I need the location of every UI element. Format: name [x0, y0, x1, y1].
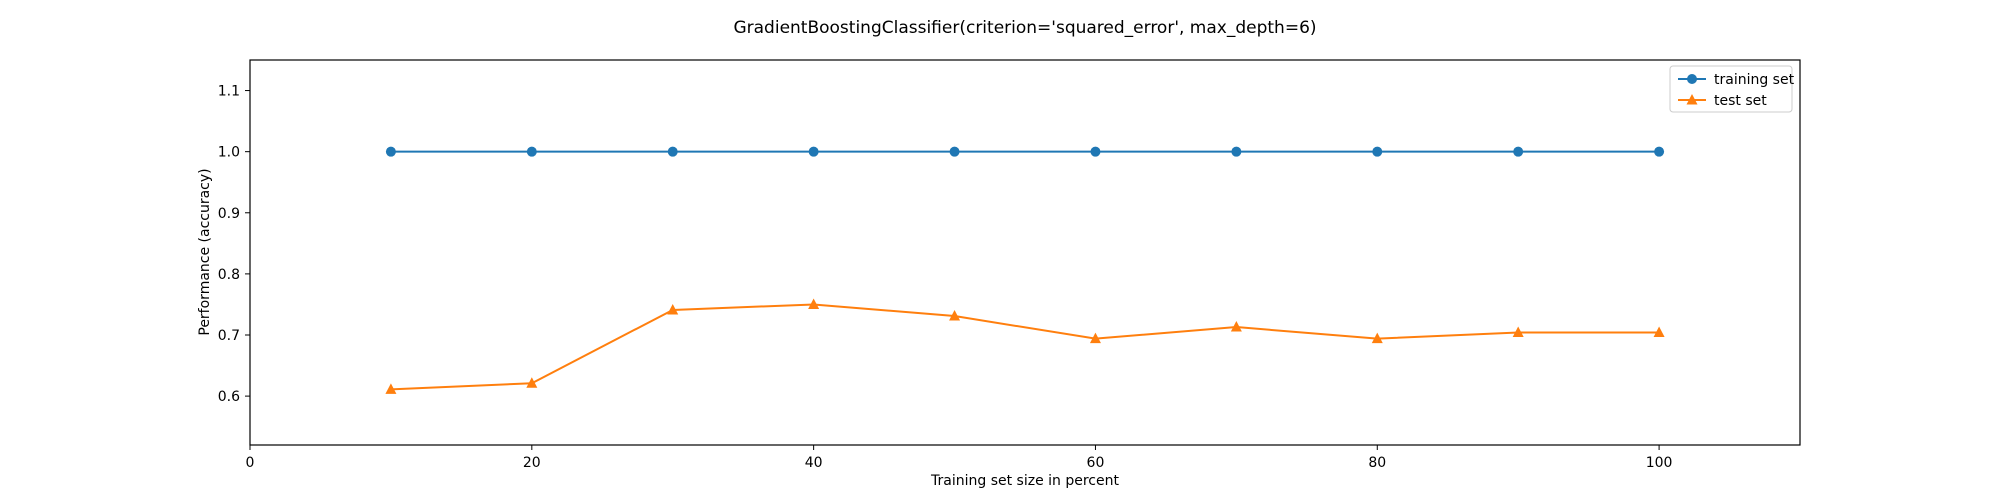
data-point [808, 146, 819, 157]
x-tick-label: 60 [1087, 455, 1105, 471]
legend-marker [1686, 94, 1698, 105]
data-point [1653, 326, 1665, 338]
series-test-set [385, 298, 1665, 394]
data-point [1089, 332, 1101, 344]
x-tick-label: 100 [1646, 455, 1673, 471]
legend-item: training set [1678, 72, 1795, 88]
legend: training set test set [1669, 65, 1795, 113]
y-tick-label: 0.6 [218, 389, 240, 405]
x-tick-label: 0 [246, 455, 255, 471]
y-tick-label: 0.7 [218, 328, 240, 344]
data-point [949, 146, 960, 157]
y-axis-ticks: 0.6 0.7 0.8 0.9 1.0 1.1 [218, 84, 250, 405]
y-tick-label: 0.8 [218, 267, 240, 283]
y-axis-label: Performance (accuracy) [197, 168, 213, 335]
series-training-set [385, 146, 1665, 157]
legend-marker [1687, 74, 1697, 84]
data-point [1372, 146, 1383, 157]
series-layer [385, 146, 1665, 394]
data-point [808, 298, 820, 309]
data-point [385, 146, 396, 157]
y-tick-label: 1.0 [218, 145, 240, 161]
x-tick-label: 20 [523, 455, 541, 471]
data-point [1231, 146, 1242, 157]
data-point [1512, 326, 1524, 338]
data-point [667, 303, 679, 315]
data-point [667, 146, 678, 157]
data-point [526, 377, 538, 388]
plot-area [249, 59, 1801, 446]
y-tick-label: 1.1 [218, 84, 240, 100]
data-point [949, 310, 961, 321]
x-tick-label: 40 [805, 455, 823, 471]
series-line [390, 303, 1660, 391]
data-point [526, 146, 537, 157]
x-tick-label: 80 [1368, 455, 1386, 471]
data-point [1513, 146, 1524, 157]
data-point [1654, 146, 1665, 157]
data-point [385, 383, 397, 394]
data-point [1090, 146, 1101, 157]
legend-label: training set [1714, 72, 1795, 88]
chart-title: GradientBoostingClassifier(criterion='sq… [733, 18, 1316, 38]
x-axis-label: Training set size in percent [930, 473, 1119, 489]
legend-label: test set [1714, 93, 1767, 109]
x-axis-ticks: 0 20 40 60 80 100 [246, 445, 1673, 471]
data-point [1371, 332, 1383, 344]
y-tick-label: 0.9 [218, 206, 240, 222]
data-point [1230, 321, 1242, 332]
legend-item: test set [1678, 93, 1767, 109]
